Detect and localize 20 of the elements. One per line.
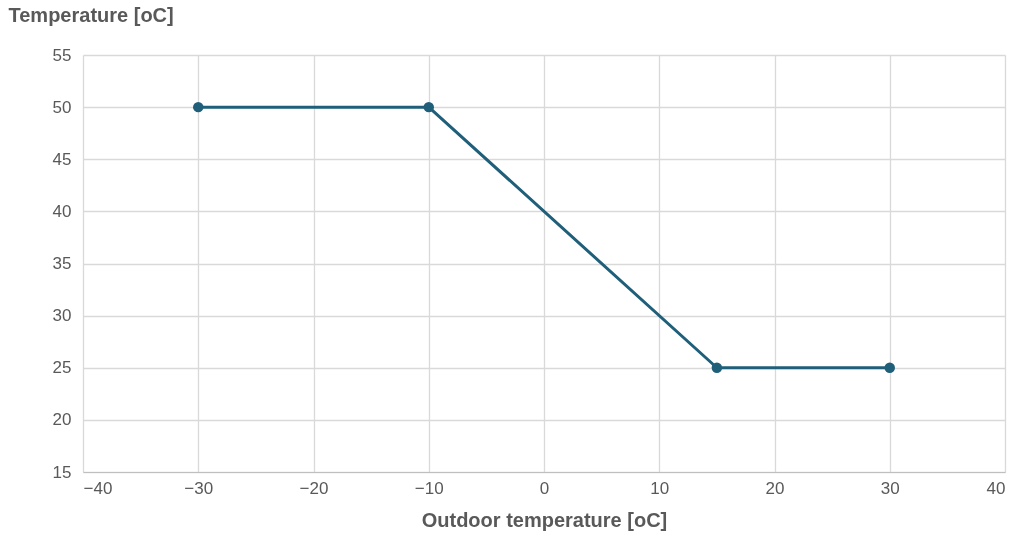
x-tick-label: −20: [299, 478, 329, 498]
y-tick-label: 30: [52, 306, 72, 326]
x-tick-label: −10: [414, 478, 444, 498]
x-tick-label: 30: [880, 478, 900, 498]
y-tick-label: 55: [52, 45, 72, 65]
y-tick-label: 50: [52, 97, 72, 117]
x-tick-label: −40: [83, 478, 113, 498]
y-tick-label: 20: [52, 410, 72, 430]
x-axis-title: Outdoor temperature [oC]: [421, 508, 668, 531]
x-tick-label: −30: [184, 478, 214, 498]
y-tick-label: 35: [52, 254, 72, 273]
x-tick-label: 40: [986, 478, 1006, 498]
y-tick-label: 45: [52, 149, 72, 169]
y-tick-label: 40: [52, 201, 72, 221]
y-tick-label: 15: [52, 462, 72, 482]
y-tick-label: 25: [52, 358, 72, 378]
x-tick-label: 0: [539, 478, 550, 498]
x-tick-label: 20: [765, 478, 785, 498]
x-tick-label: 10: [650, 478, 670, 498]
y-axis-title: Temperature [oC]: [8, 3, 174, 26]
